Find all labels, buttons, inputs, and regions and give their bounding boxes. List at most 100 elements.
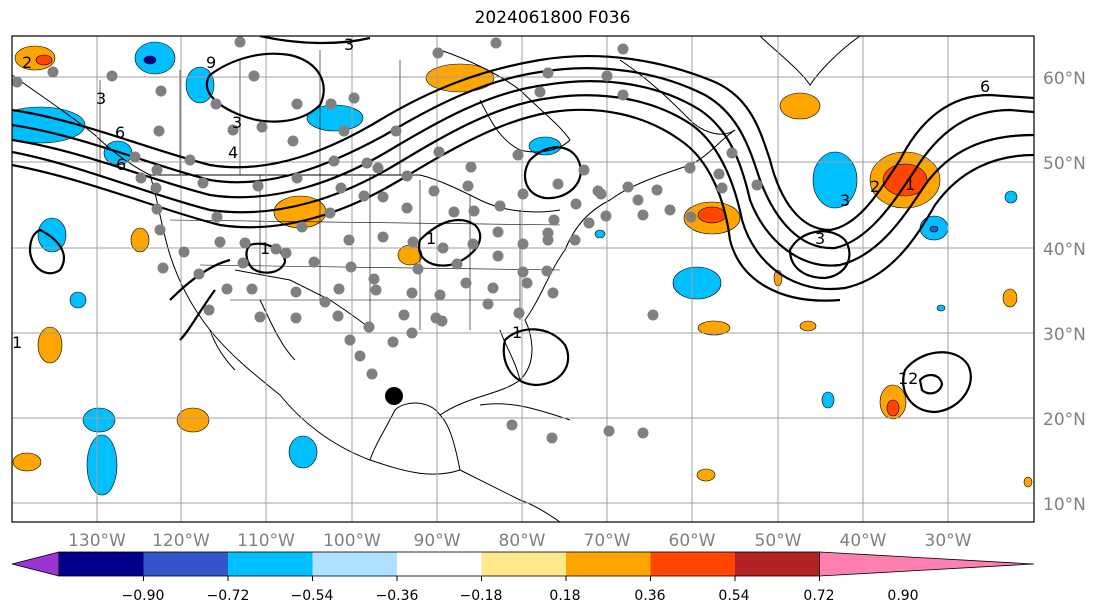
coastline-north-america-west: [12, 74, 461, 475]
station-marker: [193, 268, 205, 280]
contour-label: 2: [870, 177, 880, 196]
anomaly-region: [35, 54, 53, 66]
station-marker: [578, 164, 590, 176]
station-marker: [407, 236, 419, 248]
coastline-hudson-bay: [439, 49, 571, 153]
station-marker: [569, 234, 581, 246]
province-borders: [99, 50, 401, 175]
station-marker: [684, 162, 696, 174]
map-frame-border: [11, 35, 1035, 523]
anomaly-region: [886, 399, 900, 417]
coastline-layer: [12, 36, 861, 522]
station-marker: [254, 311, 266, 323]
contour-label: 1: [12, 333, 22, 352]
station-marker: [547, 287, 559, 299]
station-marker: [345, 261, 357, 273]
anomaly-region: [185, 66, 215, 104]
anomaly-region: [82, 407, 116, 433]
station-marker: [651, 184, 663, 196]
colorbar-tick-label: 0.90: [887, 588, 918, 604]
station-marker: [548, 214, 560, 226]
station-marker: [595, 188, 607, 200]
station-marker: [433, 146, 445, 158]
station-marker: [291, 98, 303, 110]
longitude-label: 100°W: [323, 531, 381, 551]
station-marker: [462, 180, 474, 192]
station-marker: [401, 202, 413, 214]
station-markers: [12, 36, 763, 444]
anomaly-region: [12, 106, 86, 144]
colorbar-segment: [312, 552, 397, 576]
anomaly-region: [594, 229, 606, 239]
station-marker: [541, 265, 553, 277]
colorbar-tick-labels: −0.90 −0.72 −0.54 −0.36 −0.18 0.18 0.36 …: [122, 588, 919, 604]
station-marker: [335, 182, 347, 194]
longitude-label: 40°W: [840, 531, 887, 551]
latitude-label: 40°N: [1043, 240, 1086, 260]
station-marker: [157, 262, 169, 274]
station-marker: [617, 43, 629, 55]
colorbar-tick-label: −0.36: [376, 588, 419, 604]
station-marker: [308, 256, 320, 268]
coastline-baja: [209, 299, 296, 371]
contour-label: 1: [905, 175, 915, 194]
anomaly-region: [425, 63, 495, 93]
colorbar-tick-label: 0.18: [549, 588, 580, 604]
latitude-axis: 60°N 50°N 40°N 30°N 20°N 10°N: [1043, 69, 1086, 515]
contour-line: [902, 351, 972, 414]
station-marker: [726, 147, 738, 159]
storm-center-marker: [385, 387, 403, 405]
colorbar-segment: [143, 552, 228, 576]
station-marker: [328, 155, 340, 167]
station-marker: [751, 179, 763, 191]
station-marker: [460, 277, 472, 289]
contour-label: 3: [840, 191, 850, 210]
station-marker: [430, 312, 442, 324]
anomaly-region: [1004, 190, 1018, 204]
station-marker: [150, 182, 162, 194]
anomaly-region: [69, 291, 87, 309]
anomaly-region: [779, 92, 821, 120]
contour-line: [12, 94, 1034, 291]
station-marker: [398, 309, 410, 321]
station-marker: [203, 304, 215, 316]
station-marker: [221, 283, 233, 295]
contour-line: [918, 374, 944, 395]
station-marker: [512, 149, 524, 161]
contour-label: 3: [96, 89, 106, 108]
anomaly-region: [1002, 288, 1018, 308]
station-marker: [467, 238, 479, 250]
station-marker: [513, 307, 525, 319]
contour-line: [12, 80, 1034, 267]
anomaly-region: [799, 320, 817, 332]
station-marker: [622, 181, 634, 193]
longitude-label: 70°W: [584, 531, 631, 551]
station-marker: [290, 312, 302, 324]
contour-label: 4: [228, 143, 238, 162]
colorbar-tick-label: −0.54: [291, 588, 334, 604]
anomaly-region: [929, 225, 939, 233]
station-marker: [368, 273, 380, 285]
contour-label: 3: [815, 229, 825, 248]
station-marker: [184, 154, 196, 166]
anomaly-region: [1023, 476, 1033, 488]
colorbar-outline: [58, 551, 820, 577]
longitude-label: 60°W: [669, 531, 716, 551]
longitude-label: 50°W: [755, 531, 802, 551]
anomaly-region: [696, 468, 716, 482]
map-title: 2024061800 F036: [474, 8, 631, 28]
anomaly-region: [821, 391, 835, 409]
anomaly-region: [697, 320, 731, 336]
station-marker: [428, 185, 440, 197]
coastline-labrador: [619, 59, 736, 135]
station-marker: [583, 217, 595, 229]
contour-label: 3: [344, 35, 354, 54]
station-marker: [406, 327, 418, 339]
contour-line: [523, 146, 582, 200]
station-marker: [227, 124, 239, 136]
contour-label: 6: [116, 155, 126, 174]
latitude-label: 30°N: [1043, 325, 1086, 345]
station-marker: [437, 242, 449, 254]
anomaly-region: [882, 163, 928, 197]
station-marker: [246, 283, 258, 295]
